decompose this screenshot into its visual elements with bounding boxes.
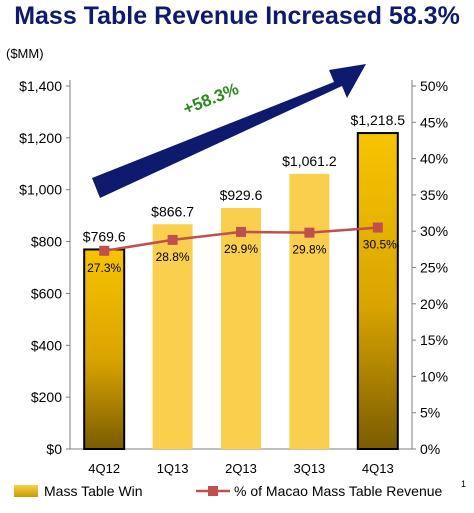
y-tick-label: $200 bbox=[31, 389, 62, 405]
y-tick-label: $400 bbox=[31, 337, 62, 353]
y2-tick-label: 20% bbox=[420, 296, 448, 312]
bar bbox=[356, 132, 399, 450]
bar-value-label: $866.7 bbox=[151, 203, 194, 219]
chart-title: Mass Table Revenue Increased 58.3% bbox=[14, 2, 460, 30]
bar-value-label: $1,061.2 bbox=[282, 153, 337, 169]
y-tick-label: $600 bbox=[31, 285, 62, 301]
y2-tick-label: 15% bbox=[420, 332, 448, 348]
y-tick-label: $0 bbox=[46, 441, 62, 457]
growth-annotation: +58.3% bbox=[180, 79, 241, 118]
x-tick-label: 1Q13 bbox=[157, 461, 189, 476]
y-tick-label: $1,000 bbox=[19, 182, 62, 198]
y-tick-label: $1,400 bbox=[19, 78, 62, 94]
axes: $0 $200 $400 $600 $800 $1,000 $1,200 $1,400 0% 5%… bbox=[19, 78, 448, 476]
y2-tick-label: 5% bbox=[420, 405, 440, 421]
line-value-label: 29.8% bbox=[292, 243, 326, 257]
line-value-label: 29.9% bbox=[224, 242, 258, 256]
y-tick-label: $1,200 bbox=[19, 130, 62, 146]
x-tick-label: 3Q13 bbox=[293, 461, 325, 476]
legend: Mass Table Win % of Macao Mass Table Reve… bbox=[14, 479, 466, 499]
line-series bbox=[99, 222, 383, 256]
legend-line-label: % of Macao Mass Table Revenue bbox=[234, 483, 443, 499]
line-marker bbox=[304, 227, 315, 238]
y2-tick-label: 30% bbox=[420, 223, 448, 239]
y2-tick-label: 45% bbox=[420, 114, 448, 130]
bar-value-label: $1,218.5 bbox=[351, 112, 406, 128]
bar bbox=[152, 224, 193, 449]
legend-bar-swatch bbox=[14, 485, 38, 497]
line-marker bbox=[99, 245, 110, 256]
growth-arrow-shape bbox=[92, 64, 366, 198]
bar-value-label: $769.6 bbox=[83, 228, 126, 244]
y2-tick-label: 40% bbox=[420, 151, 448, 167]
legend-bar-label: Mass Table Win bbox=[44, 483, 143, 499]
y2-tick-label: 10% bbox=[420, 368, 448, 384]
line-marker bbox=[372, 222, 383, 233]
line-value-label: 30.5% bbox=[363, 238, 397, 252]
bar bbox=[221, 207, 261, 449]
legend-footnote-mark: 1 bbox=[461, 479, 466, 489]
bar-value-label: $929.6 bbox=[220, 187, 263, 203]
y2-tick-label: 50% bbox=[420, 78, 448, 94]
bar bbox=[289, 173, 330, 449]
y-tick-label: $800 bbox=[31, 234, 62, 250]
legend-line-marker bbox=[208, 486, 218, 496]
line-marker bbox=[167, 234, 178, 245]
bar bbox=[83, 248, 126, 450]
y-axis-unit-label: ($MM) bbox=[6, 46, 44, 61]
line-value-label: 27.3% bbox=[87, 261, 121, 275]
data-labels: $769.6 $866.7 $929.6 $1,061.2 $1,218.5 27.3% 2… bbox=[83, 112, 405, 275]
x-tick-label: 4Q12 bbox=[88, 461, 120, 476]
line-value-label: 28.8% bbox=[156, 250, 190, 264]
x-tick-label: 2Q13 bbox=[225, 461, 257, 476]
x-tick-label: 4Q13 bbox=[362, 461, 394, 476]
y2-tick-label: 0% bbox=[420, 441, 440, 457]
bars bbox=[83, 132, 399, 450]
y2-tick-label: 25% bbox=[420, 260, 448, 276]
line-marker bbox=[236, 226, 246, 237]
y2-tick-label: 35% bbox=[420, 187, 448, 203]
